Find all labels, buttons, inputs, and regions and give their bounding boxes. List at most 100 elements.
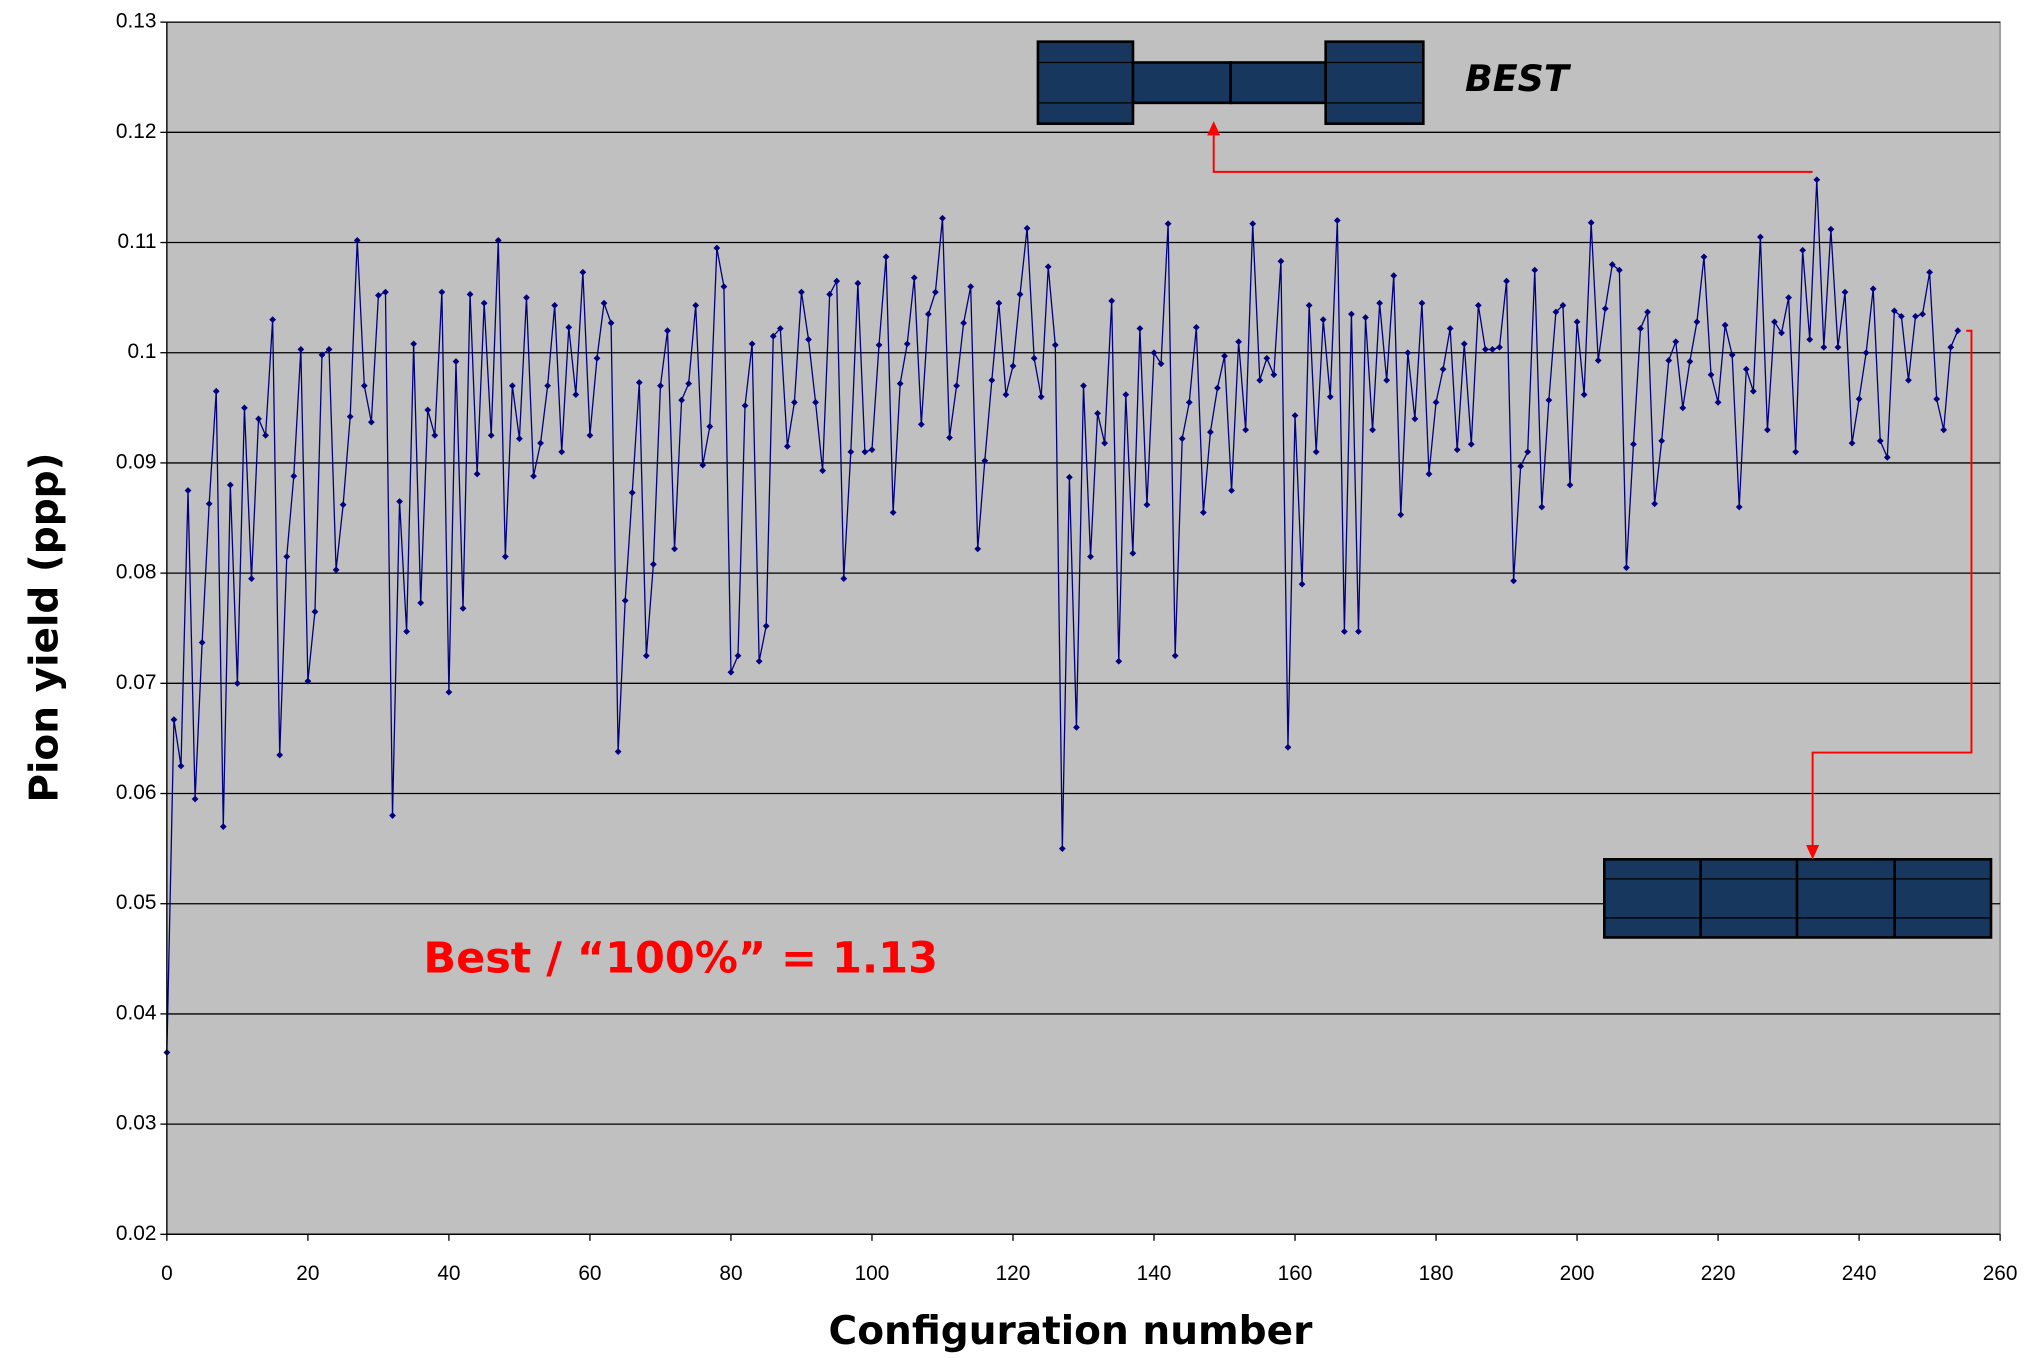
data-point — [1820, 343, 1828, 351]
x-tick-label: 60 — [578, 1262, 601, 1285]
data-point — [360, 382, 368, 390]
data-point — [924, 310, 932, 318]
data-point — [452, 358, 460, 365]
data-point — [671, 545, 678, 553]
data-point — [1658, 437, 1666, 445]
data-point — [755, 657, 763, 665]
data-point — [1947, 343, 1955, 351]
data-point — [1792, 448, 1800, 456]
data-point — [889, 509, 897, 516]
data-point — [219, 823, 227, 830]
data-point — [375, 292, 382, 299]
x-tick-label: 240 — [1842, 1262, 1877, 1285]
data-point — [1284, 743, 1292, 751]
data-point — [1665, 357, 1673, 364]
y-tick-label: 0.09 — [116, 450, 157, 473]
data-point — [1228, 487, 1235, 494]
data-point — [1919, 310, 1926, 318]
data-point — [1524, 448, 1532, 456]
data-point — [283, 553, 291, 560]
data-point — [1672, 338, 1680, 346]
data-point — [1164, 220, 1172, 228]
data-point — [819, 467, 826, 475]
data-point — [1383, 376, 1391, 384]
data-point — [346, 413, 354, 421]
data-point — [1876, 437, 1884, 445]
data-point — [593, 354, 601, 362]
plot-area — [166, 21, 2001, 1235]
x-tick-label: 100 — [855, 1262, 890, 1285]
data-point — [311, 608, 319, 616]
x-tick-label: 160 — [1278, 1262, 1313, 1285]
x-tick-label: 120 — [996, 1262, 1031, 1285]
data-point — [720, 283, 728, 290]
x-tick-label: 0 — [161, 1262, 173, 1285]
data-point — [1094, 409, 1101, 417]
data-point — [565, 323, 573, 331]
data-point — [939, 214, 946, 222]
data-point — [304, 677, 312, 685]
data-point — [1869, 285, 1877, 293]
x-tick-label: 140 — [1137, 1262, 1172, 1285]
data-point — [854, 279, 862, 287]
data-point — [805, 336, 812, 343]
baseline-config-diagram — [1603, 858, 1993, 939]
arrows — [1212, 132, 1973, 849]
data-point — [1087, 553, 1094, 560]
arrowhead — [1207, 121, 1221, 136]
data-point — [198, 639, 206, 646]
data-point — [1362, 314, 1369, 321]
data-point — [1771, 318, 1778, 326]
data-point — [642, 652, 650, 660]
data-point — [1298, 580, 1306, 588]
best-label: BEST — [1465, 57, 1572, 100]
data-point — [1651, 500, 1659, 508]
data-point — [523, 294, 530, 302]
data-point — [459, 605, 467, 612]
data-point — [826, 290, 834, 298]
data-point — [727, 668, 735, 676]
x-tick-label: 40 — [437, 1262, 460, 1285]
data-point — [262, 431, 269, 439]
data-point — [212, 387, 220, 395]
data-point — [762, 622, 770, 630]
data-point — [1023, 224, 1031, 232]
data-point — [776, 325, 784, 332]
x-tick-label: 260 — [1983, 1262, 2018, 1285]
data-point — [508, 382, 516, 390]
data-point — [1256, 376, 1264, 384]
data-point — [1242, 426, 1250, 434]
data-point — [1827, 225, 1835, 233]
data-point — [494, 236, 502, 244]
data-point — [1333, 217, 1341, 224]
data-point — [1573, 318, 1581, 326]
data-point — [650, 560, 657, 568]
y-tick-label: 0.1 — [127, 340, 156, 363]
data-point — [1376, 299, 1384, 307]
data-point — [1340, 628, 1348, 635]
data-point — [1615, 266, 1623, 274]
data-point — [1122, 391, 1130, 398]
data-point — [621, 597, 629, 605]
y-tick-label: 0.08 — [116, 561, 157, 584]
data-point — [882, 253, 890, 261]
data-point — [389, 812, 396, 819]
data-point — [713, 244, 721, 252]
data-point — [875, 341, 883, 349]
data-point — [1221, 352, 1228, 360]
data-point — [783, 443, 791, 450]
data-point — [981, 457, 989, 465]
data-point — [607, 319, 615, 327]
data-point — [847, 448, 855, 456]
data-point — [903, 340, 911, 348]
data-point — [791, 398, 798, 406]
data-point — [445, 688, 453, 696]
data-point — [1566, 481, 1574, 489]
data-point — [840, 575, 848, 583]
data-point — [1453, 446, 1461, 454]
data-point — [1693, 318, 1701, 326]
data-point — [403, 628, 410, 635]
data-point — [473, 470, 481, 478]
data-point — [537, 439, 544, 447]
data-point — [1235, 338, 1243, 346]
